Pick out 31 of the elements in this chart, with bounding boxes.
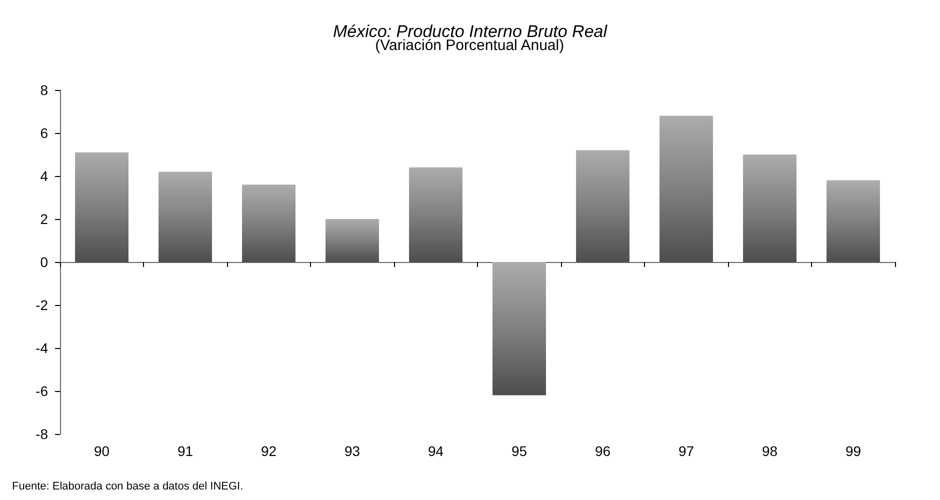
bar xyxy=(158,172,212,262)
bar xyxy=(326,219,379,262)
bar xyxy=(242,184,296,262)
x-tick-label: 99 xyxy=(845,443,862,459)
x-tick-label: 93 xyxy=(344,443,360,459)
x-tick-label: 96 xyxy=(594,443,611,459)
bar xyxy=(660,116,713,262)
bar xyxy=(743,154,796,262)
x-tick-label: 97 xyxy=(678,443,694,459)
y-tick-label: 6 xyxy=(40,125,48,141)
y-tick-label: 0 xyxy=(40,254,48,270)
x-tick-label: 95 xyxy=(511,443,528,459)
x-tick-label: 94 xyxy=(428,443,444,459)
x-tick-label: 98 xyxy=(762,443,778,459)
x-tick-label: 92 xyxy=(260,443,277,459)
bar xyxy=(75,152,128,262)
y-tick-label: 8 xyxy=(40,82,48,98)
bar xyxy=(826,180,880,262)
y-tick-label: 2 xyxy=(40,211,48,227)
y-tick-label: -6 xyxy=(36,383,48,399)
source-note: Fuente: Elaborada con base a datos del INEGI. xyxy=(12,480,244,492)
x-tick-label: 90 xyxy=(94,443,110,459)
chart-subtitle: (Variación Porcentual Anual) xyxy=(375,37,564,54)
bar xyxy=(492,262,546,396)
bar xyxy=(409,167,462,262)
y-tick-label: 4 xyxy=(40,168,48,184)
y-tick-label: -2 xyxy=(36,297,48,313)
y-tick-label: -4 xyxy=(36,340,48,356)
bar xyxy=(576,150,630,262)
x-tick-label: 91 xyxy=(177,443,194,459)
y-tick-label: -8 xyxy=(36,426,48,442)
